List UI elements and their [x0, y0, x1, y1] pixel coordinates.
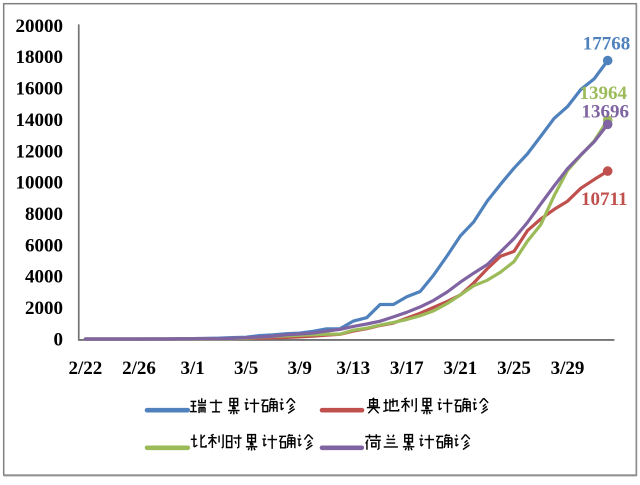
- svg-text:3/13: 3/13: [336, 358, 370, 379]
- svg-text:18000: 18000: [16, 47, 64, 68]
- svg-text:4000: 4000: [25, 267, 63, 288]
- svg-text:10000: 10000: [16, 173, 64, 194]
- svg-text:14000: 14000: [16, 110, 64, 131]
- svg-text:12000: 12000: [16, 141, 64, 162]
- svg-text:16000: 16000: [16, 79, 64, 100]
- svg-text:6000: 6000: [25, 235, 63, 256]
- svg-text:2000: 2000: [25, 298, 63, 319]
- svg-text:0: 0: [54, 329, 64, 350]
- svg-text:2/26: 2/26: [122, 358, 156, 379]
- svg-text:13696: 13696: [582, 102, 630, 123]
- svg-text:17768: 17768: [583, 33, 631, 54]
- svg-text:3/17: 3/17: [390, 358, 424, 379]
- svg-text:3/9: 3/9: [288, 358, 312, 379]
- svg-text:3/21: 3/21: [444, 358, 478, 379]
- svg-text:3/29: 3/29: [551, 358, 585, 379]
- svg-text:10711: 10711: [581, 189, 627, 210]
- svg-text:3/25: 3/25: [497, 358, 531, 379]
- svg-text:8000: 8000: [25, 204, 63, 225]
- svg-text:3/1: 3/1: [180, 358, 204, 379]
- svg-text:13964: 13964: [580, 83, 628, 104]
- svg-text:20000: 20000: [16, 16, 64, 37]
- svg-text:3/5: 3/5: [234, 358, 258, 379]
- svg-text:2/22: 2/22: [69, 358, 103, 379]
